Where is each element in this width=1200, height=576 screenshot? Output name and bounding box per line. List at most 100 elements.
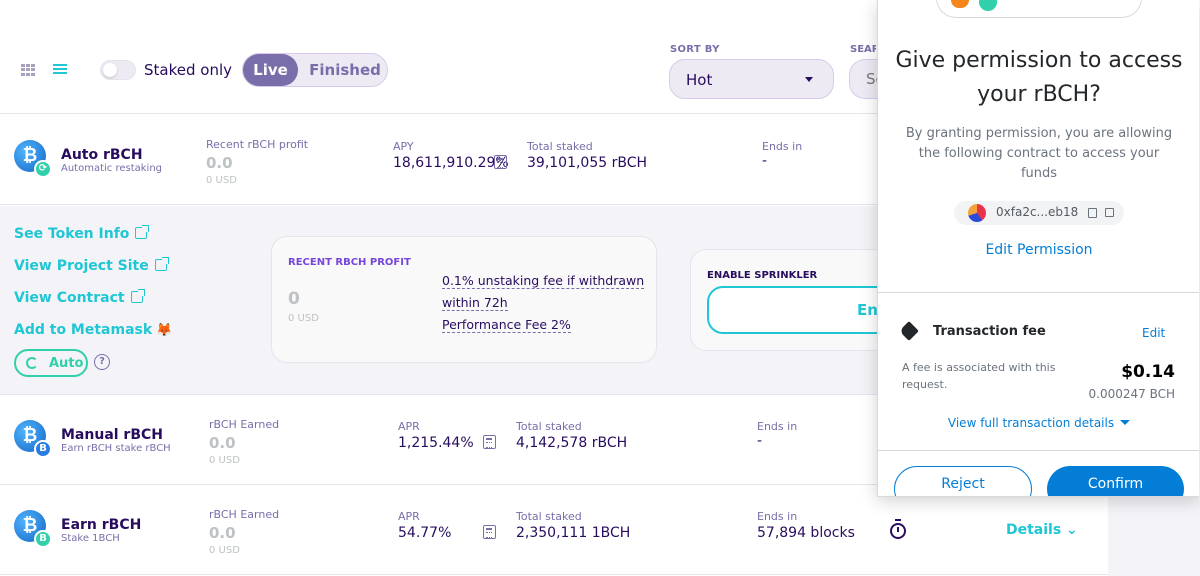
total-staked-label: Total staked (516, 510, 582, 523)
popup-description: By granting permission, you are allowing… (905, 126, 1173, 181)
ends-in-value: - (762, 153, 768, 169)
calculator-icon[interactable] (494, 155, 507, 169)
reject-button[interactable]: Reject (894, 466, 1032, 496)
unstaking-fee-window[interactable]: within 72h (442, 295, 508, 311)
total-staked-value: 2,350,111 1BCH (516, 525, 631, 541)
fee-amount-bch: 0.000247 BCH (1088, 387, 1176, 401)
external-link-icon[interactable] (1105, 208, 1114, 217)
details-toggle[interactable]: Details ⌄ (1006, 522, 1078, 538)
list-view-icon[interactable] (53, 64, 67, 76)
metamask-fox-icon: 🦊 (156, 323, 173, 338)
performance-fee-text[interactable]: Performance Fee 2% (442, 317, 571, 333)
add-to-metamask-link[interactable]: Add to Metamask 🦊 (14, 322, 173, 338)
external-link-icon (135, 225, 150, 239)
site-origin-pill (936, 0, 1142, 18)
confirm-button[interactable]: Confirm (1047, 466, 1184, 496)
external-link-icon (130, 289, 145, 303)
grid-view-icon[interactable] (21, 64, 35, 76)
refresh-icon (26, 357, 38, 369)
apr-label: APR (398, 420, 420, 433)
total-staked-label: Total staked (527, 140, 593, 153)
sort-value: Hot (686, 71, 713, 89)
auto-compound-badge: Auto (14, 349, 88, 377)
unstaking-fee-text[interactable]: 0.1% unstaking fee if withdrawn (442, 273, 645, 289)
contract-address: 0xfa2c...eb18 (996, 205, 1079, 219)
copy-icon[interactable] (1088, 208, 1097, 218)
ends-in-value: 57,894 blocks (757, 525, 855, 541)
transaction-fee-title: Transaction fee (933, 324, 1046, 339)
earned-label: rBCH Earned (209, 508, 280, 521)
sort-by-label: SORT BY (670, 44, 720, 55)
pool-subtitle: Stake 1BCH (61, 533, 120, 544)
bch-token-icon: B (34, 440, 52, 458)
edit-permission-link[interactable]: Edit Permission (985, 242, 1093, 258)
popup-title: Give permission to access your rBCH? (895, 48, 1183, 107)
earned-value: 0.0 (209, 434, 236, 452)
pool-name: Auto rBCH (61, 147, 143, 163)
pool-name: Earn rBCH (61, 517, 142, 533)
total-staked-label: Total staked (516, 420, 582, 433)
profit-usd: 0 USD (206, 175, 237, 186)
see-token-info-link[interactable]: See Token Info (14, 225, 150, 242)
bitcoin-cash-icon: ₿ ⟳ (14, 140, 54, 180)
sort-select[interactable]: Hot (669, 59, 834, 99)
auto-compound-icon: ⟳ (34, 160, 52, 178)
staked-only-label: Staked only (144, 61, 232, 79)
tag-icon (899, 321, 919, 341)
live-finished-switch: Live Finished (242, 53, 388, 87)
fee-note: A fee is associated with this request. (902, 361, 1056, 391)
pool-name: Manual rBCH (61, 427, 163, 443)
staked-only-toggle[interactable] (100, 60, 136, 80)
earned-usd: 0 USD (209, 455, 240, 466)
apy-value: 18,611,910.29% (393, 155, 509, 171)
stopwatch-icon (890, 519, 906, 539)
earned-usd: 0 USD (209, 545, 240, 556)
caret-down-icon (805, 77, 813, 82)
recent-profit-usd: 0 USD (288, 313, 319, 324)
view-project-site-link[interactable]: View Project Site (14, 257, 169, 274)
pool-row-earn-rbch[interactable]: ₿ B Earn rBCH Stake 1BCH rBCH Earned 0.0… (0, 485, 1108, 575)
bitcoin-cash-icon: ₿ B (14, 510, 54, 550)
page-background (1108, 497, 1200, 576)
apr-value: 1,215.44% (398, 435, 474, 451)
pool-subtitle: Automatic restaking (61, 163, 163, 174)
pool-subtitle: Earn rBCH stake rBCH (61, 443, 171, 454)
caret-down-icon (1120, 420, 1131, 425)
apy-label: APY (393, 140, 414, 153)
earned-label: rBCH Earned (209, 418, 280, 431)
help-icon[interactable]: ? (94, 354, 110, 370)
external-link-icon (154, 257, 169, 271)
ends-in-label: Ends in (757, 510, 798, 523)
address-avatar (968, 204, 986, 222)
tab-live[interactable]: Live (243, 54, 298, 86)
bitcoin-cash-icon: ₿ B (14, 420, 54, 460)
calculator-icon[interactable] (483, 435, 496, 449)
recent-profit-label: RECENT RBCH PROFIT (288, 257, 411, 268)
divider (878, 292, 1199, 293)
apr-value: 54.77% (398, 525, 452, 541)
divider (878, 450, 1199, 451)
enable-sprinkler-label: ENABLE SPRINKLER (707, 270, 818, 281)
bch-token-icon: B (34, 530, 52, 548)
metamask-fox-icon (951, 0, 969, 8)
fee-edit-link[interactable]: Edit (1142, 326, 1166, 340)
contract-address-pill: 0xfa2c...eb18 (954, 201, 1124, 225)
site-favicon (977, 0, 999, 13)
tab-finished[interactable]: Finished (309, 61, 381, 79)
earned-value: 0.0 (209, 524, 236, 542)
apr-label: APR (398, 510, 420, 523)
profit-label: Recent rBCH profit (206, 138, 309, 151)
recent-profit-card: RECENT RBCH PROFIT 0 0 USD 0.1% unstakin… (271, 236, 657, 363)
recent-profit-value: 0 (288, 289, 300, 309)
fee-amount-usd: $0.14 (1121, 362, 1175, 382)
ends-in-value: - (757, 433, 763, 449)
toggle-knob (103, 63, 117, 77)
search-label: SEARCH (850, 44, 876, 55)
enable-sprinkler-card: ENABLE SPRINKLER Enable (690, 249, 914, 351)
total-staked-value: 39,101,055 rBCH (527, 155, 648, 171)
calculator-icon[interactable] (483, 525, 496, 539)
view-full-details-link[interactable]: View full transaction details (878, 416, 1199, 430)
view-contract-link[interactable]: View Contract (14, 289, 145, 306)
ends-in-label: Ends in (762, 140, 803, 153)
profit-value: 0.0 (206, 154, 233, 172)
